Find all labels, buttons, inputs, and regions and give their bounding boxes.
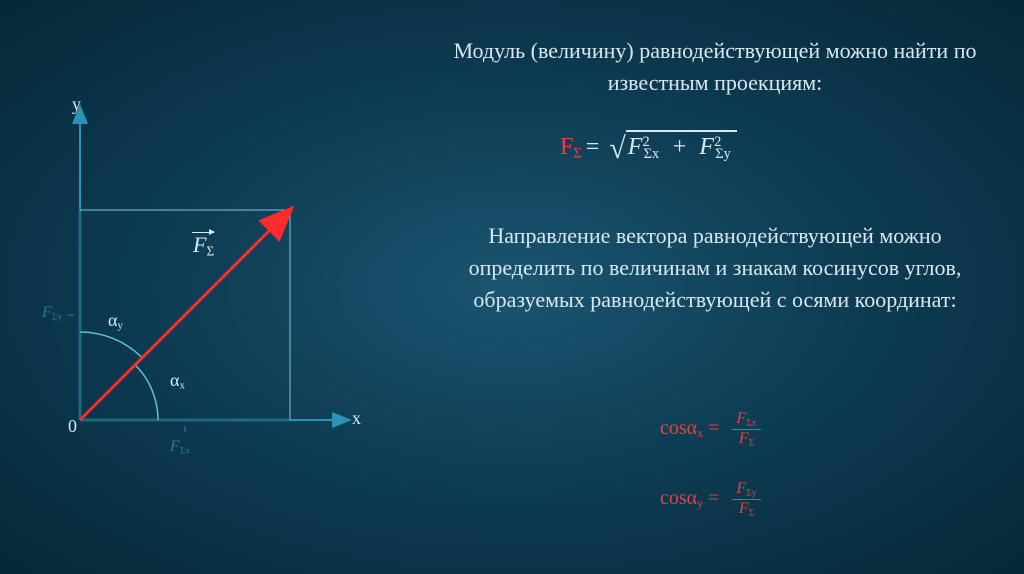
paragraph-2: Направление вектора равнодействующей мож…	[435, 220, 995, 316]
proj-x-label: FΣx	[170, 438, 190, 456]
vector-label: FΣ	[193, 232, 214, 259]
x-axis-label: x	[352, 408, 361, 429]
formula-cos-y: cosαy = FΣy FΣ	[660, 480, 761, 519]
y-axis-label: y	[72, 94, 81, 115]
alpha-y-label: αy	[108, 310, 123, 332]
paragraph-1: Модуль (величину) равнодействующей можно…	[435, 35, 995, 99]
vector-diagram: 0 x y FΣx FΣy αx αy FΣ	[30, 100, 370, 480]
proj-y-label: FΣy	[42, 304, 62, 322]
formula-cos-x: cosαx = FΣx FΣ	[660, 410, 761, 449]
alpha-x-label: αx	[170, 370, 185, 392]
formula-magnitude: FΣ= √ F2Σx + F2Σy	[560, 130, 737, 166]
origin-label: 0	[68, 416, 77, 437]
diagram-svg	[30, 100, 370, 480]
